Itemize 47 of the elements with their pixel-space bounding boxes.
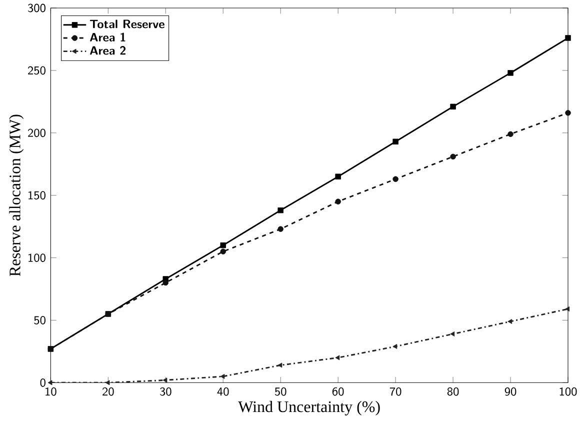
point (278, 362, 282, 368)
point (450, 154, 456, 160)
point (508, 131, 514, 138)
x-tick-label: 80 (447, 388, 459, 396)
point (162, 280, 168, 286)
point (48, 380, 52, 386)
point (450, 104, 456, 110)
point (220, 242, 226, 248)
point (565, 110, 571, 116)
y-tick-label: 150 (28, 191, 46, 200)
x-tick-label: 40 (217, 388, 229, 396)
y-tick-label: 50 (34, 316, 46, 325)
point (105, 380, 110, 386)
x-tick-label: 50 (274, 388, 286, 396)
point (220, 374, 225, 380)
y-tick-label: 250 (28, 66, 46, 75)
point (508, 70, 514, 76)
y-tick-label: 200 (28, 128, 46, 138)
point (335, 174, 341, 180)
legend-label: Total Reserve (90, 20, 164, 28)
point (392, 344, 398, 350)
y-tick-label: 300 (28, 4, 46, 12)
y-tick-label: 100 (28, 254, 46, 262)
point (335, 198, 341, 205)
x-tick-label: 30 (160, 388, 172, 396)
x-tick-label: 60 (332, 388, 344, 396)
point (565, 35, 571, 41)
x-tick-label: 10 (46, 388, 56, 396)
point (278, 208, 284, 214)
legend-label: Area 2 (90, 46, 126, 55)
point (508, 319, 512, 324)
legend-label: Area 1 (90, 32, 126, 42)
point (392, 176, 398, 182)
x-tick-label: 90 (504, 388, 516, 396)
point (565, 306, 570, 312)
point (220, 248, 226, 255)
point (162, 378, 168, 383)
y-axis-title: Reserve allocation (MW) (9, 114, 24, 276)
x-tick-label: 20 (102, 388, 114, 396)
y-tick-label: 0 (40, 378, 46, 388)
point (335, 355, 340, 360)
x-tick-label: 70 (390, 388, 402, 396)
point (278, 226, 284, 232)
x-tick-label: 100 (560, 388, 577, 396)
x-axis-title: Wind Uncertainty (%) (238, 401, 380, 416)
point (450, 332, 455, 337)
point (392, 138, 398, 145)
